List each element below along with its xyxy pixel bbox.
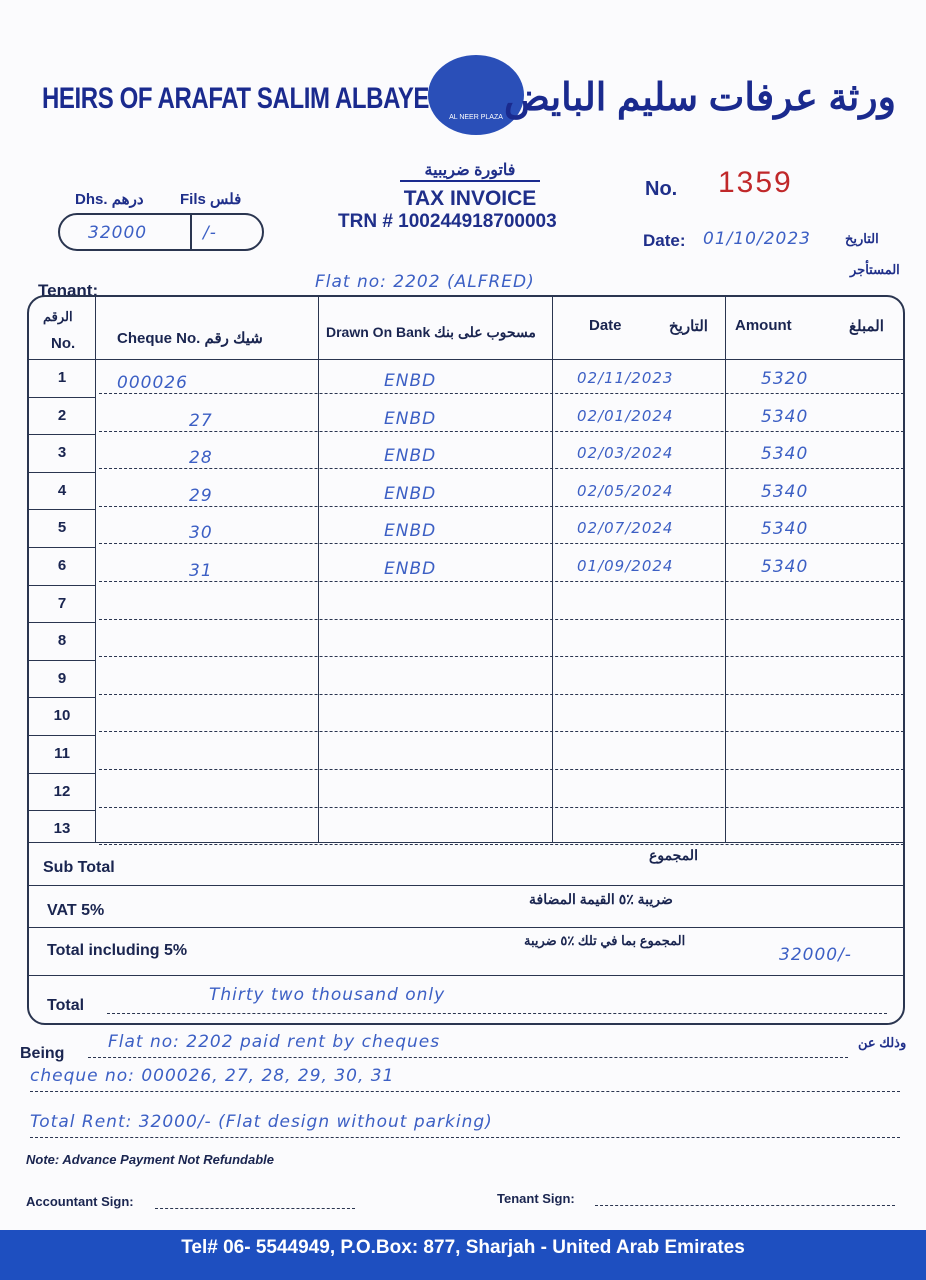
amount-box: 32000 /-: [58, 213, 264, 251]
cheque-no: 30: [189, 523, 213, 544]
header-date: Date: [589, 317, 622, 334]
header-amount: Amount: [735, 317, 792, 334]
cheque-amount: 5340: [761, 444, 809, 465]
trn: TRN # 100244918700003: [338, 211, 557, 232]
total-incl-label: Total including 5%: [47, 942, 188, 959]
cheque-date: 02/11/2023: [577, 369, 674, 387]
bank: ENBD: [384, 408, 437, 429]
tenant-sign-label: Tenant Sign:: [497, 1191, 575, 1206]
sub-total-label: Sub Total: [43, 859, 115, 876]
dhs-value: 32000: [88, 223, 148, 243]
bank: ENBD: [384, 483, 437, 504]
row-number: 12: [53, 782, 71, 800]
cheque-amount: 5340: [761, 519, 809, 540]
cheque-no: 000026: [117, 373, 188, 393]
accountant-sign-line: [155, 1195, 355, 1209]
cheque-date: 02/05/2024: [577, 481, 674, 500]
row-number: 4: [57, 481, 67, 499]
bank: ENBD: [384, 521, 437, 542]
tenant-line: Flat no: 2202 (ALFRED): [130, 272, 830, 296]
date-label-ar: التاريخ: [845, 231, 879, 246]
header-no-ar: الرقم: [43, 309, 73, 324]
total-incl-value: 32000/-: [779, 945, 852, 965]
logo-text: AL NEER PLAZA: [449, 114, 503, 121]
dhs-label: Dhs. درهم: [75, 191, 144, 208]
header-date-ar: التاريخ: [669, 318, 708, 335]
row-number: 11: [54, 745, 70, 762]
row-number: 13: [53, 820, 71, 838]
row-number: 2: [57, 406, 67, 424]
date-label: Date:: [643, 231, 686, 250]
header-bank: Drawn On Bank مسحوب على بنك: [326, 324, 536, 340]
row-number: 8: [57, 632, 67, 650]
vat-label: VAT 5%: [47, 902, 105, 919]
being-line-2: cheque no: 000026, 27, 28, 29, 30, 31: [30, 1066, 395, 1086]
cheque-table: الرقم No. Cheque No. شيك رقم Drawn On Ba…: [27, 295, 905, 1025]
tenant-label-ar: المستأجر: [850, 262, 900, 277]
date-value: 01/10/2023: [703, 229, 811, 249]
total-label: Total: [47, 997, 85, 1014]
row-number: 3: [57, 444, 67, 462]
invoice-number: 1359: [718, 166, 793, 199]
sub-total-label-ar: المجموع: [649, 847, 698, 863]
header-no: No.: [51, 335, 76, 352]
bank: ENBD: [384, 559, 437, 579]
cheque-no: 28: [189, 448, 213, 469]
bank: ENBD: [384, 371, 437, 391]
row-number: 10: [53, 707, 71, 725]
being-line-1: Flat no: 2202 paid rent by cheques: [108, 1032, 441, 1052]
company-name-ar: ورثة عرفات سليم البايض: [504, 77, 896, 119]
row-number: 1: [57, 369, 67, 386]
company-name-en: HEIRS OF ARAFAT SALIM ALBAYEDH: [42, 82, 463, 115]
cheque-no: 29: [189, 485, 213, 506]
tenant-value: Flat no: 2202 (ALFRED): [315, 272, 535, 292]
bank: ENBD: [384, 446, 437, 467]
footer-contact: Tel# 06- 5544949, P.O.Box: 877, Sharjah …: [0, 1230, 926, 1280]
cheque-no: 27: [189, 410, 213, 431]
tenant-sign-line: [595, 1192, 895, 1206]
row-number: 7: [57, 594, 67, 612]
no-label: No.: [645, 178, 678, 200]
doc-title: TAX INVOICE: [403, 187, 537, 210]
accountant-sign-label: Accountant Sign:: [26, 1194, 134, 1209]
header-amount-ar: المبلغ: [849, 318, 884, 335]
cheque-date: 02/01/2024: [577, 406, 674, 425]
header-cheque: Cheque No. شيك رقم: [117, 330, 263, 347]
note: Note: Advance Payment Not Refundable: [26, 1152, 275, 1167]
cheque-amount: 5340: [761, 557, 809, 577]
being-label: Being: [20, 1045, 65, 1062]
cheque-amount: 5320: [761, 369, 809, 389]
being-label-ar: وذلك عن: [858, 1035, 907, 1050]
doc-title-ar: فاتورة ضريبية: [400, 160, 540, 182]
row-number: 9: [57, 669, 67, 687]
fils-value: /-: [203, 223, 217, 243]
cheque-date: 01/09/2024: [577, 557, 674, 575]
total-words: Thirty two thousand only: [209, 985, 446, 1005]
row-number: 5: [57, 519, 67, 537]
total-incl-label-ar: المجموع بما في تلك ٪٥ ضريبة: [524, 933, 686, 948]
fils-label: Fils فلس: [180, 191, 242, 208]
vat-label-ar: ضريبة ٪٥ القيمة المضافة: [529, 891, 673, 907]
cheque-amount: 5340: [761, 481, 809, 502]
cheque-amount: 5340: [761, 406, 809, 427]
being-line-3: Total Rent: 32000/- (Flat design without…: [30, 1112, 493, 1132]
cheque-date: 02/03/2024: [577, 444, 674, 463]
row-number: 6: [57, 557, 67, 574]
cheque-no: 31: [189, 561, 213, 581]
cheque-date: 02/07/2024: [577, 519, 674, 538]
company-logo: AL NEER PLAZA: [428, 55, 524, 135]
